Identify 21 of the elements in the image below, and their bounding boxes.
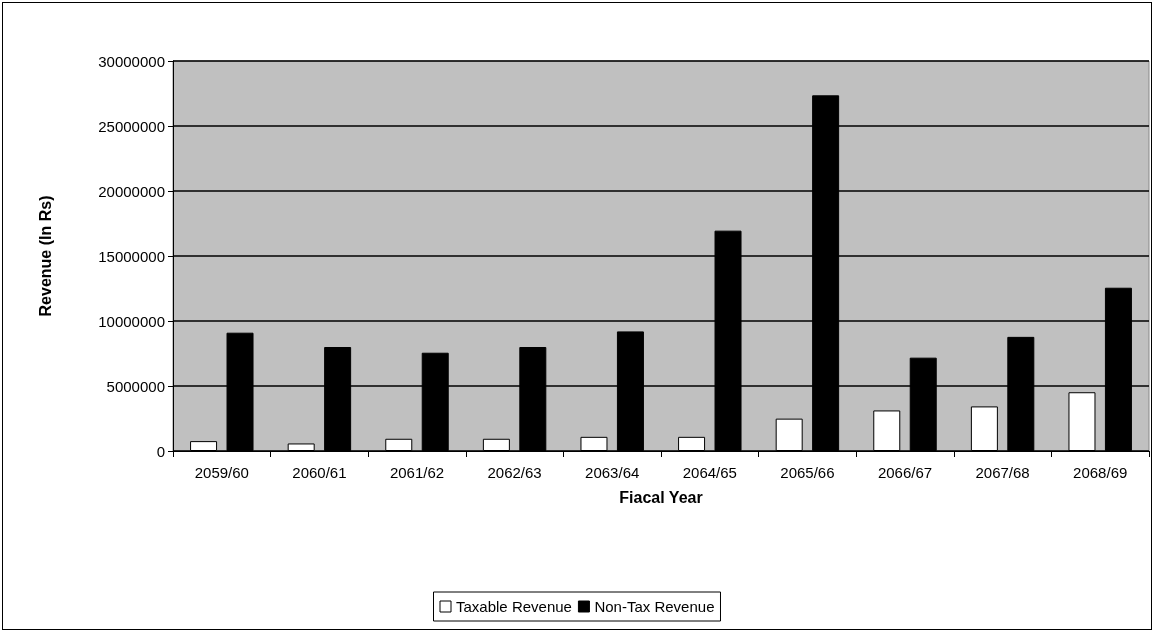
x-tick-label: 2059/60 (194, 464, 249, 481)
y-tick-label: 30000000 (98, 52, 165, 70)
legend-label: Non-Tax Revenue (594, 598, 715, 615)
x-tick-label: 2062/63 (487, 464, 542, 481)
x-axis-title: Fiacal Year (619, 488, 703, 506)
x-tick-label: 2064/65 (682, 464, 737, 481)
y-tick-label: 20000000 (98, 182, 165, 200)
x-tick-label: 2060/61 (292, 464, 347, 481)
y-axis-title: Revenue (In Rs) (36, 195, 54, 317)
y-tick-label: 15000000 (98, 247, 165, 265)
legend-label: Taxable Revenue (456, 598, 572, 615)
y-tick-label: 0 (156, 442, 165, 460)
y-tick-label: 25000000 (98, 117, 165, 135)
x-tick-label: 2063/64 (585, 464, 640, 481)
x-tick-label: 2068/69 (1073, 464, 1128, 481)
x-tick-label: 2066/67 (877, 464, 933, 481)
y-tick-label: 10000000 (98, 312, 165, 330)
x-tick-label: 2067/68 (975, 464, 1030, 481)
x-tick-label: 2065/66 (780, 464, 835, 481)
x-tick-label: 2061/62 (389, 464, 445, 481)
y-tick-label: 5000000 (106, 377, 165, 395)
